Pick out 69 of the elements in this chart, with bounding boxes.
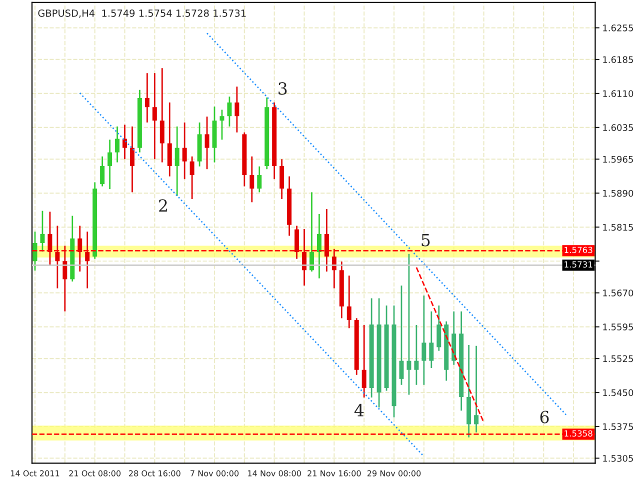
- candlestick: [429, 310, 434, 369]
- ref-line-label: 1.5358: [564, 430, 592, 437]
- candlestick: [182, 122, 187, 180]
- ref-line-label: 1.5763: [564, 246, 592, 254]
- y-tick-label: 1.5305: [603, 454, 633, 462]
- x-tick-label: 14 Nov 08:00: [248, 470, 301, 476]
- candlestick: [204, 116, 210, 170]
- candlestick: [234, 86, 240, 134]
- candlestick: [257, 166, 262, 193]
- candlestick: [85, 230, 90, 289]
- candlestick: [220, 109, 224, 140]
- candlestick: [48, 211, 52, 266]
- candlestick: [309, 192, 314, 272]
- candlestick: [62, 245, 68, 312]
- y-tick-label: 1.6255: [603, 24, 633, 32]
- candlestick: [316, 213, 322, 280]
- x-tick-label: 21 Oct 08:00: [69, 470, 121, 476]
- y-tick-label: 1.6185: [603, 56, 633, 64]
- candlestick: [108, 138, 112, 190]
- candlestick: [100, 156, 105, 188]
- candlestick: [130, 126, 134, 193]
- annotation: 5: [422, 234, 430, 246]
- candlestick: [250, 156, 254, 203]
- annotation: 6: [540, 410, 549, 424]
- candlestick: [362, 324, 366, 398]
- candlestick: [190, 156, 194, 200]
- candlestick: [302, 228, 306, 286]
- candlestick: [474, 345, 479, 434]
- candlestick: [422, 294, 426, 386]
- y-tick-label: 1.5525: [603, 355, 633, 362]
- candlestick: [399, 284, 404, 386]
- candlestick: [55, 225, 60, 289]
- x-tick-label: 29 Nov 00:00: [367, 470, 421, 476]
- y-tick-label: 1.5815: [603, 224, 633, 231]
- candlestick: [167, 102, 172, 178]
- x-tick-label: 7 Nov 00:00: [190, 470, 239, 476]
- x-tick-label: 21 Nov 16:00: [308, 470, 361, 476]
- annotation: 2: [159, 199, 167, 212]
- y-tick-label: 1.5450: [603, 389, 634, 396]
- x-tick-label: 28 Oct 16:00: [128, 470, 180, 476]
- candlestick: [78, 225, 82, 272]
- y-tick-label: 1.5965: [603, 156, 633, 163]
- x-tick-label: 14 Oct 2011: [10, 470, 60, 476]
- candlestick: [227, 96, 232, 128]
- candlestick: [406, 253, 412, 396]
- candlestick: [324, 208, 329, 272]
- candlestick: [32, 230, 38, 272]
- y-tick-label: 1.5595: [603, 324, 633, 330]
- candlestick: [174, 126, 180, 197]
- candlestick: [144, 72, 150, 124]
- y-tick-label: 1.5375: [603, 423, 633, 430]
- candlestick: [115, 126, 120, 164]
- y-tick-label: 1.5670: [603, 290, 634, 296]
- annotation: 3: [278, 82, 287, 95]
- candlestick: [152, 72, 157, 160]
- candlestick: [346, 274, 352, 329]
- candlestick: [414, 324, 419, 386]
- candlestick: [294, 225, 300, 260]
- y-tick-label: 1.6035: [603, 124, 633, 132]
- ref-line-label: 1.5731: [564, 261, 592, 268]
- candlestick: [40, 210, 45, 252]
- annotation: 4: [354, 404, 364, 416]
- candlestick: [436, 304, 442, 352]
- text: GBPUSD,H4 1.5749 1.5754 1.5728 1.5731: [38, 9, 246, 18]
- y-tick-label: 1.5890: [603, 190, 634, 197]
- y-tick-label: 1.6110: [603, 90, 634, 98]
- candlestick: [280, 158, 284, 200]
- candlestick: [160, 67, 164, 164]
- candlestick: [122, 124, 127, 160]
